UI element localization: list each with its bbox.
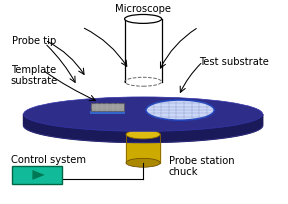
Ellipse shape xyxy=(126,130,160,139)
Text: Template
substrate: Template substrate xyxy=(11,64,58,86)
Bar xyxy=(91,103,124,111)
Ellipse shape xyxy=(126,158,160,167)
Ellipse shape xyxy=(24,97,263,131)
Ellipse shape xyxy=(146,100,214,120)
Bar xyxy=(90,111,125,114)
Polygon shape xyxy=(125,19,162,82)
Ellipse shape xyxy=(125,14,162,23)
Bar xyxy=(12,166,62,184)
Polygon shape xyxy=(126,134,160,163)
Text: Test substrate: Test substrate xyxy=(199,57,268,68)
Polygon shape xyxy=(32,170,45,180)
Text: Probe station
chuck: Probe station chuck xyxy=(169,156,234,177)
Text: Microscope: Microscope xyxy=(115,4,171,14)
Polygon shape xyxy=(24,114,263,143)
Text: Probe tip: Probe tip xyxy=(12,36,56,46)
Text: Control system: Control system xyxy=(11,155,86,165)
